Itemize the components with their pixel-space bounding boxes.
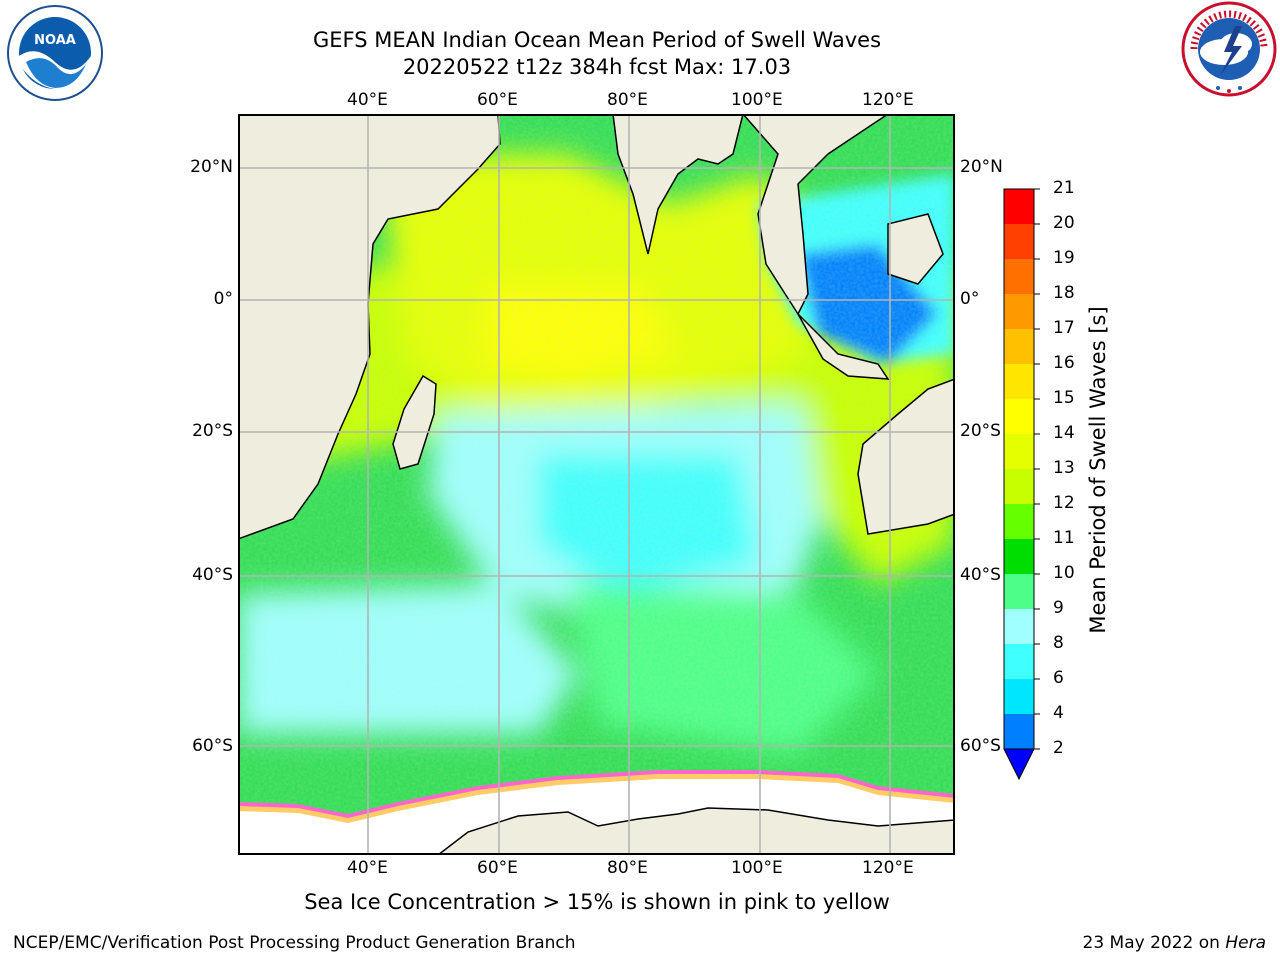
colorbar-segment [1004,189,1034,224]
colorbar-segment [1004,329,1034,364]
colorbar-tick-label: 9 [1053,598,1064,618]
colorbar-tick-label: 16 [1053,353,1075,373]
credit-host: Hera [1225,933,1266,953]
gridlines [238,114,955,855]
lon-label-bottom-120e: 120°E [862,858,914,878]
credit-producer: NCEP/EMC/Verification Post Processing Pr… [13,933,576,953]
lat-label-left-60s: 60°S [192,736,233,756]
colorbar-segment [1004,679,1034,714]
colorbar-tick-label: 18 [1053,283,1075,303]
chart-title: GEFS MEAN Indian Ocean Mean Period of Sw… [312,28,882,52]
colorbar-tick-label: 8 [1053,633,1064,653]
land-australia [857,378,955,535]
colorbar-tick-label: 4 [1053,703,1064,723]
colorbar-segment [1004,399,1034,434]
land-borneo [887,213,944,285]
lon-label-bottom-60e: 60°E [477,858,518,878]
nws-logo [1181,1,1277,97]
lon-label-top-100e: 100°E [731,90,783,110]
lon-label-bottom-40e: 40°E [347,858,388,878]
colorbar-segment [1004,469,1034,504]
colorbar-tick-label: 20 [1053,213,1075,233]
noaa-logo: NOAA [7,5,103,101]
colorbar-tick-label: 12 [1053,493,1075,513]
land-southeast-asia [742,114,890,316]
colorbar-segment [1004,259,1034,294]
map-frame [238,114,955,855]
colorbar-tick-label: 17 [1053,318,1075,338]
lat-label-left-20s: 20°S [192,421,233,441]
colorbar-tick-label: 11 [1053,528,1075,548]
lat-label-left-0: 0° [213,289,233,309]
noaa-logo-text: NOAA [34,33,76,48]
credit-date: 23 May 2022 on Hera [1083,933,1267,953]
map-plot [238,114,955,855]
colorbar-label: Mean Period of Swell Waves [s] [1086,306,1110,634]
sea-ice-footnote: Sea Ice Concentration > 15% is shown in … [304,890,890,914]
lat-label-left-20n: 20°N [190,157,233,177]
colorbar-tick-label: 6 [1053,668,1064,688]
colorbar-segment [1004,644,1034,679]
colorbar-segment [1004,224,1034,259]
colorbar-tick-label: 21 [1053,178,1075,198]
land-antarctica [436,807,955,855]
colorbar-tick-label: 14 [1053,423,1075,443]
lon-label-top-60e: 60°E [477,90,518,110]
lat-label-right-20s: 20°S [960,421,1001,441]
lon-label-bottom-80e: 80°E [607,858,648,878]
colorbar-segment [1004,714,1034,749]
chart-subtitle: 20220522 t12z 384h fcst Max: 17.03 [402,55,792,79]
colorbar-segment [1004,574,1034,609]
lat-label-right-20n: 20°N [960,157,1003,177]
lat-label-right-0: 0° [960,289,980,309]
colorbar [1003,188,1040,781]
colorbar-tick-label: 13 [1053,458,1075,478]
colorbar-segment [1004,294,1034,329]
land-india [612,114,744,255]
lat-label-right-60s: 60°S [960,736,1001,756]
colorbar-tick-label: 2 [1053,738,1064,758]
lat-label-right-40s: 40°S [960,565,1001,585]
colorbar-segment [1004,539,1034,574]
colorbar-segment [1004,609,1034,644]
colorbar-segment [1004,364,1034,399]
colorbar-tick-label: 10 [1053,563,1075,583]
lat-label-left-40s: 40°S [192,565,233,585]
colorbar-segment [1004,434,1034,469]
lon-label-top-40e: 40°E [347,90,388,110]
colorbar-under-arrow [1003,748,1035,781]
lon-label-top-120e: 120°E [862,90,914,110]
land-sumatra-java [797,313,890,380]
credit-date-text: 23 May 2022 on [1082,933,1226,953]
lon-label-bottom-100e: 100°E [731,858,783,878]
colorbar-segment [1004,504,1034,539]
colorbar-tick-label: 15 [1053,388,1075,408]
land-madagascar [392,374,437,470]
lon-label-top-80e: 80°E [607,90,648,110]
colorbar-tick-label: 19 [1053,248,1075,268]
